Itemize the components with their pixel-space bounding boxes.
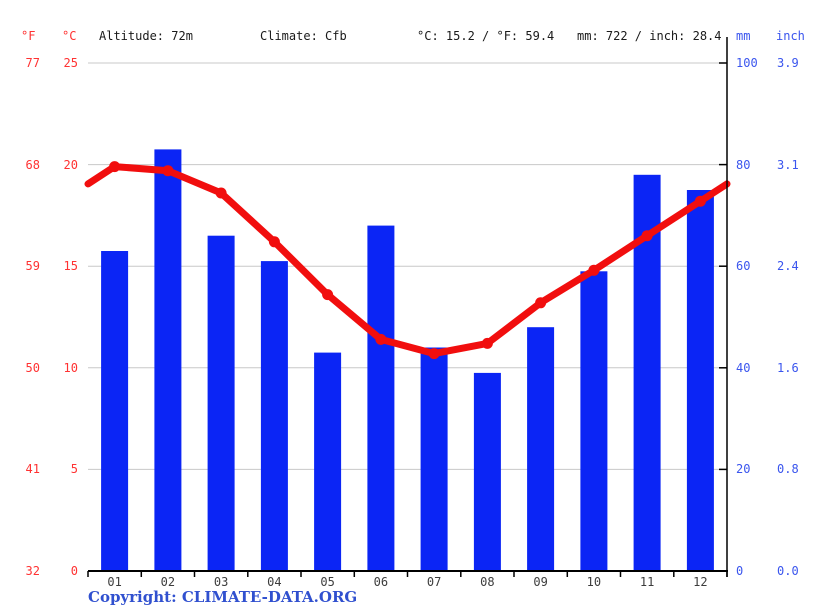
y-tick-celsius: 0	[70, 564, 78, 578]
y-tick-inch: 0.8	[777, 462, 799, 477]
y-tick-inch: 3.9	[777, 56, 799, 70]
y-tick-fahrenheit: 77	[25, 56, 40, 70]
x-tick-month: 09	[533, 575, 548, 589]
x-tick-month: 02	[160, 575, 176, 589]
y-tick-celsius: 15	[63, 259, 78, 274]
y-tick-mm: 60	[736, 259, 751, 274]
header-precip-summary: mm: 722 / inch: 28.4	[577, 29, 722, 43]
copyright-link[interactable]: CLIMATE-DATA.ORG	[181, 588, 358, 606]
y-tick-mm: 100	[736, 56, 758, 70]
y-tick-mm: 80	[736, 157, 751, 172]
x-tick-month: 08	[480, 575, 495, 589]
header-temp-summary: °C: 15.2 / °F: 59.4	[417, 29, 555, 43]
x-tick-month: 05	[320, 575, 335, 589]
x-tick-month: 03	[213, 575, 229, 589]
y-tick-celsius: 20	[63, 157, 78, 172]
x-tick-month: 01	[107, 575, 122, 589]
x-tick-month: 06	[373, 575, 389, 589]
x-tick-month: 12	[693, 575, 708, 589]
y-tick-fahrenheit: 59	[25, 259, 40, 274]
y-tick-fahrenheit: 68	[25, 157, 40, 172]
y-tick-mm: 40	[736, 360, 751, 375]
header-mm-label: mm	[736, 29, 751, 43]
y-tick-inch: 2.4	[777, 259, 799, 274]
header-altitude: Altitude: 72m	[99, 29, 193, 43]
y-tick-inch: 0.0	[777, 564, 799, 578]
x-tick-month: 04	[267, 575, 282, 589]
copyright-label: Copyright:	[88, 588, 182, 606]
header-inch-label: inch	[776, 29, 805, 43]
header-fahrenheit-label: °F	[21, 29, 36, 43]
y-tick-mm: 20	[736, 462, 751, 477]
y-tick-inch: 3.1	[777, 157, 799, 172]
y-tick-celsius: 25	[63, 56, 78, 70]
header-celsius-label: °C	[62, 29, 77, 43]
y-tick-fahrenheit: 32	[25, 564, 40, 578]
x-tick-month: 07	[426, 575, 442, 589]
y-tick-fahrenheit: 50	[25, 360, 40, 375]
x-tick-month: 10	[586, 575, 602, 589]
x-tick-month: 11	[639, 575, 655, 589]
y-tick-mm: 0	[736, 564, 744, 578]
copyright-line: Copyright: CLIMATE-DATA.ORG	[88, 588, 357, 606]
header-climate: Climate: Cfb	[260, 29, 347, 43]
y-tick-celsius: 5	[70, 462, 78, 477]
y-tick-fahrenheit: 41	[25, 462, 40, 477]
y-tick-celsius: 10	[63, 360, 78, 375]
y-tick-inch: 1.6	[777, 360, 799, 375]
